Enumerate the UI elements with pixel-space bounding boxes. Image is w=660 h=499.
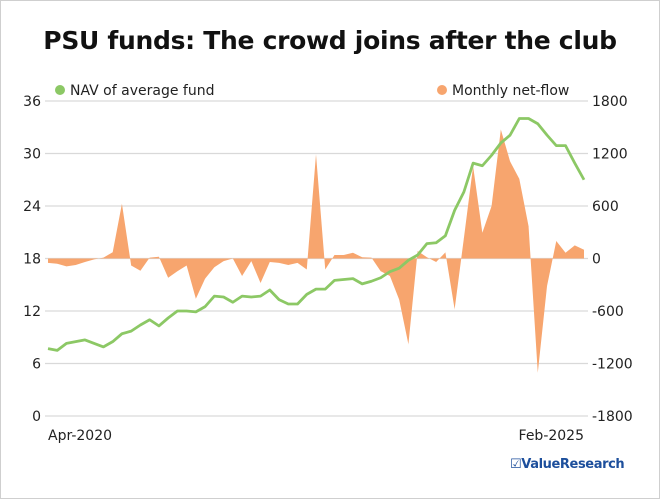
logo-text: ValueResearch — [521, 457, 625, 472]
left-axis-tick: 12 — [23, 304, 41, 320]
legend-nav-label: NAV of average fund — [70, 83, 214, 99]
left-axis-tick: 6 — [32, 357, 41, 373]
net-flow-area — [48, 129, 584, 373]
right-axis-tick: 1800 — [592, 94, 628, 110]
left-axis-tick: 36 — [23, 94, 41, 110]
left-axis-tick: 18 — [23, 252, 41, 268]
right-axis-tick: -1200 — [592, 357, 633, 373]
left-axis-tick: 24 — [23, 199, 41, 215]
legend-flow-marker — [437, 85, 447, 95]
right-axis-tick: -600 — [592, 304, 624, 320]
right-axis-tick: 600 — [592, 199, 619, 215]
legend-nav-marker — [55, 85, 65, 95]
legend-flow-label: Monthly net-flow — [452, 83, 569, 99]
value-research-logo: ☑ValueResearch — [510, 457, 625, 472]
x-tick-end: Feb-2025 — [519, 428, 584, 444]
left-axis-tick: 30 — [23, 147, 41, 163]
right-axis-tick: 0 — [592, 252, 601, 268]
right-axis-tick: 1200 — [592, 147, 628, 163]
checkbox-icon: ☑ — [510, 457, 522, 472]
chart-title: PSU funds: The crowd joins after the clu… — [43, 26, 617, 55]
left-axis-tick: 0 — [32, 409, 41, 425]
right-axis-tick: -1800 — [592, 409, 633, 425]
x-tick-start: Apr-2020 — [48, 428, 112, 444]
